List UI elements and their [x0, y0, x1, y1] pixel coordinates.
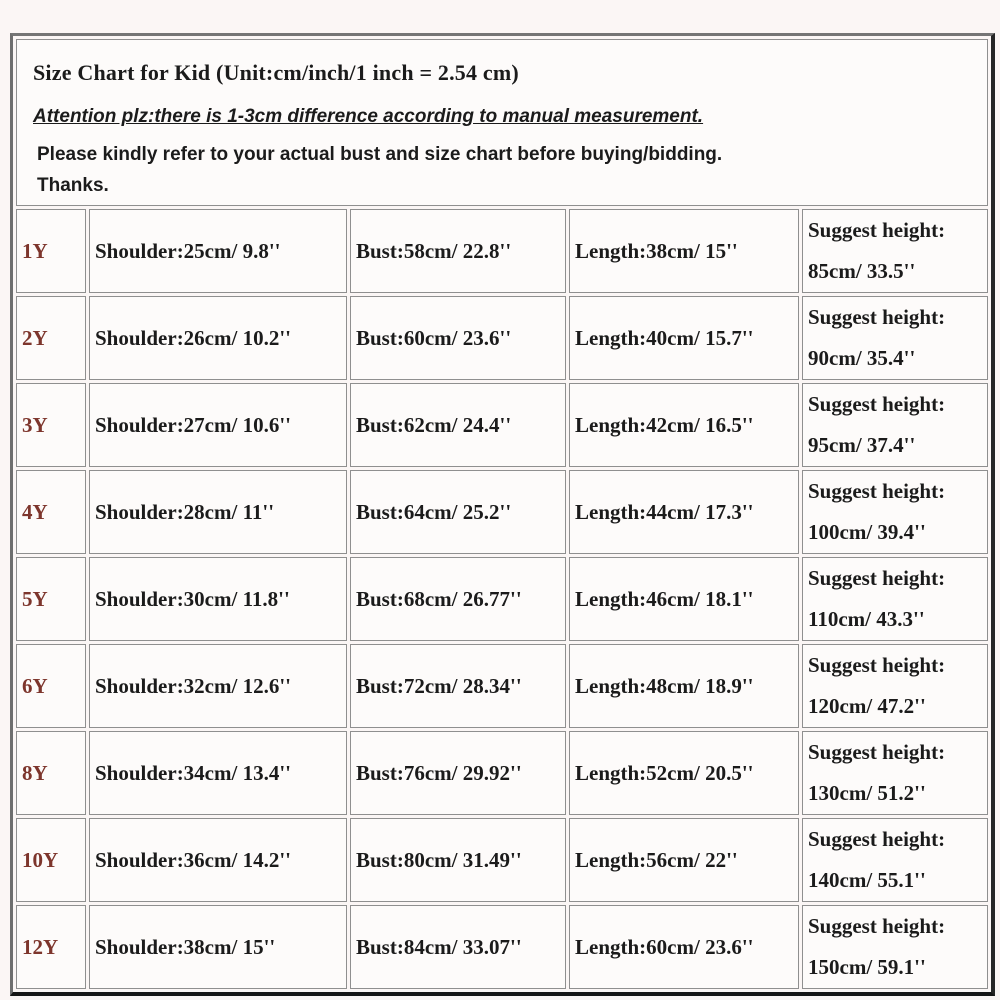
suggest-height-line1: Suggest height: [808, 305, 946, 329]
suggest-height-line1: Suggest height: [808, 566, 946, 590]
size-chart-table: Size Chart for Kid (Unit:cm/inch/1 inch … [10, 33, 996, 996]
bust-value: Bust:80cm/ 31.49'' [350, 818, 566, 902]
suggest-height-line2: 95cm/ 37.4'' [808, 433, 916, 457]
length-value: Length:42cm/ 16.5'' [569, 383, 799, 467]
size-label: 1Y [16, 209, 86, 293]
bust-value: Bust:58cm/ 22.8'' [350, 209, 566, 293]
suggest-height-line1: Suggest height: [808, 740, 946, 764]
size-label: 8Y [16, 731, 86, 815]
suggest-height-value: Suggest height: 100cm/ 39.4'' [802, 470, 989, 554]
suggest-height-value: Suggest height: 150cm/ 59.1'' [802, 905, 989, 989]
shoulder-value: Shoulder:26cm/ 10.2'' [89, 296, 347, 380]
table-row: 6Y Shoulder:32cm/ 12.6'' Bust:72cm/ 28.3… [16, 644, 989, 728]
length-value: Length:38cm/ 15'' [569, 209, 799, 293]
measurement-note: Please kindly refer to your actual bust … [37, 144, 723, 165]
size-label: 5Y [16, 557, 86, 641]
chart-title: Size Chart for Kid (Unit:cm/inch/1 inch … [33, 60, 519, 85]
suggest-height-line1: Suggest height: [808, 827, 946, 851]
shoulder-value: Shoulder:38cm/ 15'' [89, 905, 347, 989]
thanks-text: Thanks. [37, 175, 109, 196]
shoulder-value: Shoulder:34cm/ 13.4'' [89, 731, 347, 815]
bust-value: Bust:60cm/ 23.6'' [350, 296, 566, 380]
suggest-height-value: Suggest height: 95cm/ 37.4'' [802, 383, 989, 467]
suggest-height-line2: 90cm/ 35.4'' [808, 346, 916, 370]
suggest-height-value: Suggest height: 110cm/ 43.3'' [802, 557, 989, 641]
length-value: Length:44cm/ 17.3'' [569, 470, 799, 554]
length-value: Length:52cm/ 20.5'' [569, 731, 799, 815]
shoulder-value: Shoulder:25cm/ 9.8'' [89, 209, 347, 293]
length-value: Length:46cm/ 18.1'' [569, 557, 799, 641]
table-row: 8Y Shoulder:34cm/ 13.4'' Bust:76cm/ 29.9… [16, 731, 989, 815]
attention-note: Attention plz:there is 1-3cm difference … [33, 106, 704, 127]
shoulder-value: Shoulder:27cm/ 10.6'' [89, 383, 347, 467]
table-row: 1Y Shoulder:25cm/ 9.8'' Bust:58cm/ 22.8'… [16, 209, 989, 293]
suggest-height-value: Suggest height: 120cm/ 47.2'' [802, 644, 989, 728]
table-row: 3Y Shoulder:27cm/ 10.6'' Bust:62cm/ 24.4… [16, 383, 989, 467]
size-label: 4Y [16, 470, 86, 554]
shoulder-value: Shoulder:30cm/ 11.8'' [89, 557, 347, 641]
table-row: 4Y Shoulder:28cm/ 11'' Bust:64cm/ 25.2''… [16, 470, 989, 554]
bust-value: Bust:76cm/ 29.92'' [350, 731, 566, 815]
size-label: 2Y [16, 296, 86, 380]
suggest-height-value: Suggest height: 140cm/ 55.1'' [802, 818, 989, 902]
suggest-height-line1: Suggest height: [808, 218, 946, 242]
suggest-height-line2: 110cm/ 43.3'' [808, 607, 925, 631]
suggest-height-value: Suggest height: 90cm/ 35.4'' [802, 296, 989, 380]
length-value: Length:40cm/ 15.7'' [569, 296, 799, 380]
suggest-height-value: Suggest height: 85cm/ 33.5'' [802, 209, 989, 293]
suggest-height-line2: 130cm/ 51.2'' [808, 781, 926, 805]
bust-value: Bust:72cm/ 28.34'' [350, 644, 566, 728]
table-row: 2Y Shoulder:26cm/ 10.2'' Bust:60cm/ 23.6… [16, 296, 989, 380]
suggest-height-line2: 120cm/ 47.2'' [808, 694, 926, 718]
shoulder-value: Shoulder:36cm/ 14.2'' [89, 818, 347, 902]
suggest-height-value: Suggest height: 130cm/ 51.2'' [802, 731, 989, 815]
suggest-height-line2: 140cm/ 55.1'' [808, 868, 926, 892]
size-label: 6Y [16, 644, 86, 728]
header-row: Size Chart for Kid (Unit:cm/inch/1 inch … [16, 39, 989, 206]
suggest-height-line2: 85cm/ 33.5'' [808, 259, 916, 283]
size-table-body: Size Chart for Kid (Unit:cm/inch/1 inch … [16, 39, 989, 989]
bust-value: Bust:68cm/ 26.77'' [350, 557, 566, 641]
length-value: Length:56cm/ 22'' [569, 818, 799, 902]
bust-value: Bust:62cm/ 24.4'' [350, 383, 566, 467]
shoulder-value: Shoulder:28cm/ 11'' [89, 470, 347, 554]
length-value: Length:48cm/ 18.9'' [569, 644, 799, 728]
suggest-height-line1: Suggest height: [808, 914, 946, 938]
bust-value: Bust:64cm/ 25.2'' [350, 470, 566, 554]
shoulder-value: Shoulder:32cm/ 12.6'' [89, 644, 347, 728]
size-label: 10Y [16, 818, 86, 902]
table-row: 5Y Shoulder:30cm/ 11.8'' Bust:68cm/ 26.7… [16, 557, 989, 641]
bust-value: Bust:84cm/ 33.07'' [350, 905, 566, 989]
suggest-height-line1: Suggest height: [808, 479, 946, 503]
size-label: 3Y [16, 383, 86, 467]
suggest-height-line2: 150cm/ 59.1'' [808, 955, 926, 979]
suggest-height-line1: Suggest height: [808, 653, 946, 677]
suggest-height-line2: 100cm/ 39.4'' [808, 520, 926, 544]
suggest-height-line1: Suggest height: [808, 392, 946, 416]
header-cell: Size Chart for Kid (Unit:cm/inch/1 inch … [16, 39, 989, 206]
length-value: Length:60cm/ 23.6'' [569, 905, 799, 989]
table-row: 10Y Shoulder:36cm/ 14.2'' Bust:80cm/ 31.… [16, 818, 989, 902]
table-row: 12Y Shoulder:38cm/ 15'' Bust:84cm/ 33.07… [16, 905, 989, 989]
size-label: 12Y [16, 905, 86, 989]
